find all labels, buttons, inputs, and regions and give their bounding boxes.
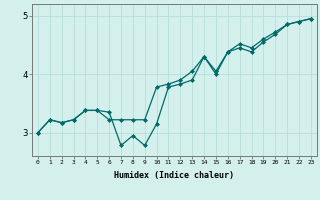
X-axis label: Humidex (Indice chaleur): Humidex (Indice chaleur) <box>115 171 234 180</box>
